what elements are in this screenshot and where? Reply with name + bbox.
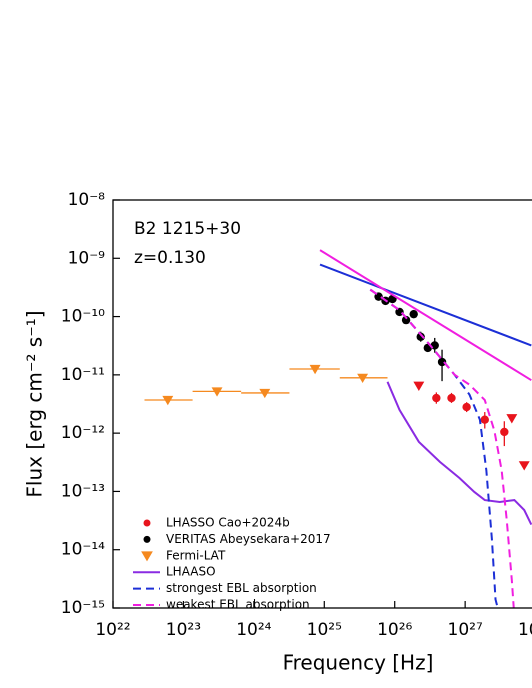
y-tick-label: 10⁻¹³ (61, 481, 105, 501)
x-tick-label: 10²³ (166, 620, 201, 640)
marker (506, 414, 518, 424)
legend-swatch (141, 551, 153, 562)
y-tick-label: 10⁻¹² (61, 423, 105, 443)
y-tick-label: 10⁻¹¹ (61, 365, 105, 385)
x-tick-label: 10²⁴ (236, 620, 271, 640)
marker (357, 373, 369, 383)
marker (309, 364, 321, 375)
y-tick-label: 10⁻¹⁵ (61, 598, 105, 618)
marker (401, 315, 411, 325)
y-tick-label: 10⁻¹⁰ (61, 307, 105, 327)
annotation: B2 1215+30 (134, 219, 241, 239)
legend-label: LHASSO Cao+2024b (166, 516, 290, 530)
marker (480, 415, 489, 424)
marker (259, 388, 271, 399)
plot-area (144, 249, 532, 608)
x-tick-label: 10²⁷ (448, 620, 483, 640)
marker (518, 461, 530, 471)
x-tick-label: 10²⁶ (377, 620, 412, 640)
y-axis-label: Flux [erg cm⁻² s⁻¹] (23, 310, 47, 497)
line (386, 381, 532, 526)
marker (416, 332, 425, 341)
annotation: z=0.130 (134, 248, 206, 268)
plot-frame (112, 199, 532, 609)
y-tick-label: 10⁻⁹ (68, 248, 106, 268)
legend-label: weakest EBL absorption (166, 598, 310, 612)
marker (447, 393, 456, 403)
y-tick-label: 10⁻⁸ (68, 190, 106, 210)
legend-label: Fermi-LAT (166, 548, 226, 562)
legend-swatch (143, 519, 151, 527)
marker (413, 381, 425, 391)
line (319, 263, 532, 347)
marker (432, 393, 441, 403)
marker (437, 357, 447, 367)
y-tick-label: 10⁻¹⁴ (61, 540, 105, 560)
marker (500, 427, 509, 437)
marker (162, 395, 174, 406)
legend-label: LHAASO (166, 565, 216, 579)
marker (211, 387, 223, 397)
line (319, 249, 532, 382)
line (369, 288, 515, 608)
marker (462, 402, 471, 412)
legend-label: VERITAS Abeysekara+2017 (166, 532, 331, 546)
x-tick-label: 10²⁵ (307, 620, 342, 640)
marker (409, 309, 418, 319)
legend-swatch (143, 535, 151, 543)
legend-label: strongest EBL absorption (166, 581, 317, 595)
line (369, 288, 499, 608)
x-axis-label: Frequency [Hz] (283, 651, 434, 675)
x-tick-label: 10²⁸ (518, 620, 532, 640)
x-tick-label: 10²² (95, 620, 130, 640)
